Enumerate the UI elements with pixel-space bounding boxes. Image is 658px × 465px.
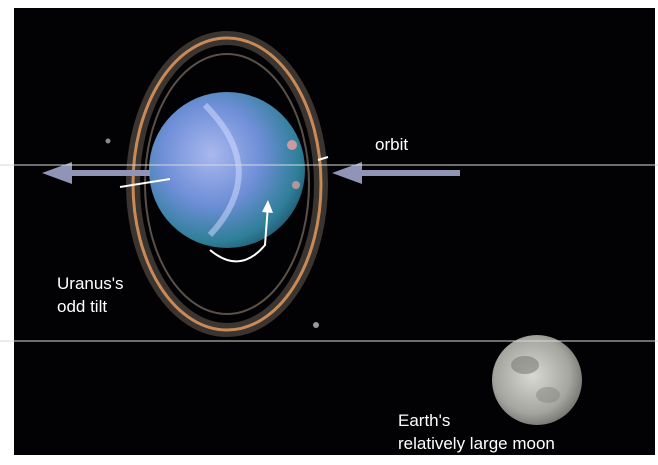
tilt-label: odd tilt <box>57 297 107 316</box>
rotation-arrowhead <box>262 200 273 213</box>
tilt-label: Uranus's <box>57 274 124 293</box>
small-moon <box>105 138 111 144</box>
axis-line <box>317 156 329 161</box>
cloud <box>292 181 300 189</box>
orbit-arrowhead <box>42 162 72 184</box>
planet-highlight <box>202 102 242 238</box>
rotation-arrow <box>209 204 269 263</box>
orbit-label: orbit <box>375 135 408 154</box>
moon-label: relatively large moon <box>398 434 555 453</box>
small-moon <box>313 322 319 328</box>
earth-moon <box>492 335 582 425</box>
moon-mare <box>536 387 560 403</box>
moon-label: Earth's <box>398 411 450 430</box>
uranus <box>149 92 305 248</box>
cloud <box>287 140 297 150</box>
orbit-arrowhead <box>332 162 362 184</box>
moon-mare <box>511 356 539 374</box>
axis-line <box>119 178 171 188</box>
